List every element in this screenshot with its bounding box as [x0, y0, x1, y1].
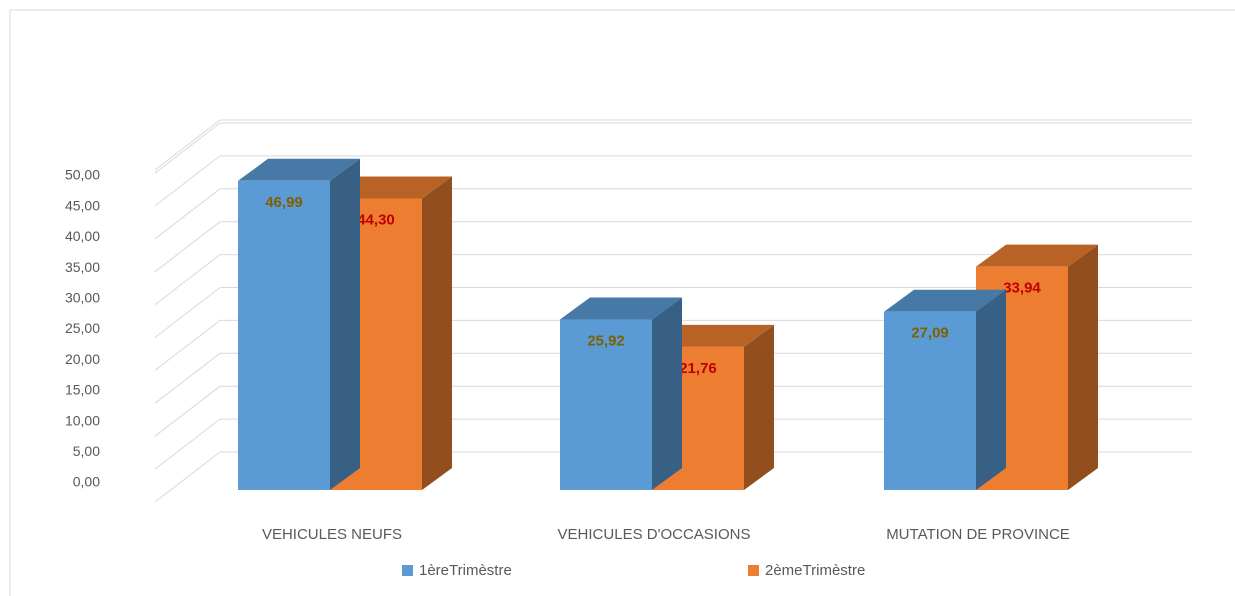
bar-top: [560, 297, 682, 320]
y-tick-label: 25,00: [65, 320, 100, 336]
y-tick-label: 45,00: [65, 197, 100, 213]
y-tick-label: 15,00: [65, 382, 100, 398]
x-tick-label: VEHICULES D'OCCASIONS: [558, 526, 751, 543]
grid-line: [154, 352, 221, 404]
bar-side: [330, 158, 360, 491]
value-label: 21,76: [679, 360, 717, 377]
x-tick-label: VEHICULES NEUFS: [262, 526, 402, 543]
grid-line: [154, 122, 221, 174]
y-tick-label: 20,00: [65, 351, 100, 367]
bar-side: [652, 297, 682, 490]
value-label: 25,92: [587, 332, 625, 349]
grid-line: [154, 320, 221, 371]
bar-side: [976, 289, 1006, 490]
grid-line: [154, 385, 221, 437]
grid-line: [154, 221, 221, 273]
bar: [884, 311, 976, 490]
value-label: 46,99: [265, 194, 303, 211]
bar-side: [744, 324, 774, 490]
grid-line: [154, 254, 221, 305]
value-label: 44,30: [357, 211, 395, 228]
y-tick-label: 35,00: [65, 259, 100, 275]
bar: [560, 319, 652, 490]
bar-top: [652, 324, 774, 347]
grid-line: [154, 155, 221, 207]
bar-top: [884, 289, 1006, 312]
legend-label: 1èreTrimèstre: [419, 562, 512, 579]
grid-line: [154, 188, 221, 240]
bar: [238, 180, 330, 491]
y-tick-label: 5,00: [73, 443, 100, 459]
legend-label: 2èmeTrimèstre: [765, 562, 865, 579]
y-tick-label: 0,00: [73, 474, 100, 490]
y-tick-label: 30,00: [65, 290, 100, 306]
y-tick-label: 50,00: [65, 167, 100, 183]
value-label: 33,94: [1003, 280, 1041, 297]
grid-line: [154, 451, 221, 503]
bar-top: [976, 244, 1098, 267]
wall-top-side: [154, 119, 221, 171]
bar-top: [330, 176, 452, 199]
y-tick-label: 40,00: [65, 228, 100, 244]
value-label: 27,09: [911, 325, 949, 342]
x-tick-label: MUTATION DE PROVINCE: [886, 526, 1070, 543]
bar-side: [1068, 244, 1098, 490]
bar-side: [422, 176, 452, 491]
legend-swatch: [402, 565, 413, 576]
bar-top: [238, 158, 360, 181]
grid-line: [154, 287, 221, 338]
legend-swatch: [748, 565, 759, 576]
grid-line: [154, 418, 221, 470]
y-tick-label: 10,00: [65, 412, 100, 428]
